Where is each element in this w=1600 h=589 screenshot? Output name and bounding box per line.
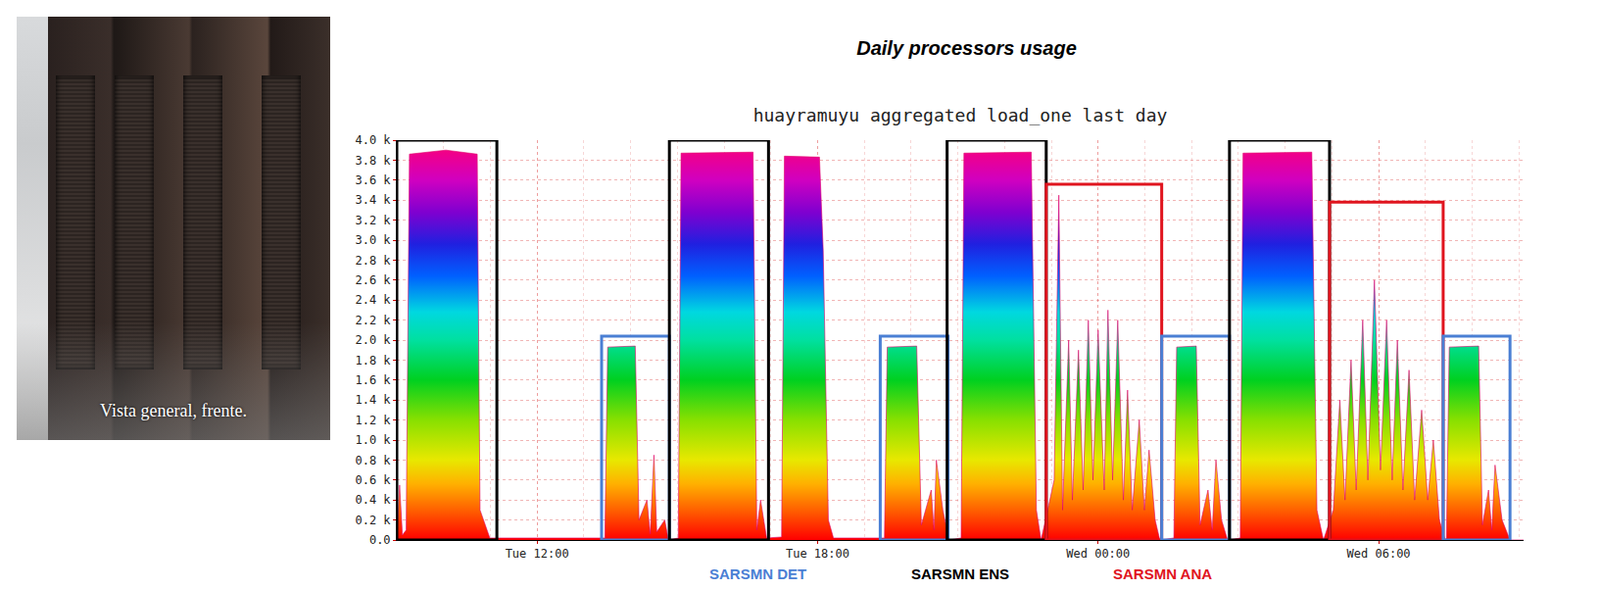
svg-text:0.8 k: 0.8 k bbox=[354, 453, 391, 468]
svg-text:huayramuyu aggregated load_one: huayramuyu aggregated load_one last day bbox=[753, 104, 1168, 126]
html-text:Daily processors usage: Daily processors usage bbox=[856, 37, 1077, 59]
svg-text:SARSMN ENS: SARSMN ENS bbox=[911, 565, 1010, 582]
svg-text:Wed 00:00: Wed 00:00 bbox=[1066, 546, 1130, 561]
svg-text:0.0: 0.0 bbox=[369, 533, 391, 547]
svg-text:2.0 k: 2.0 k bbox=[354, 333, 391, 347]
svg-text:1.0 k: 1.0 k bbox=[354, 433, 391, 447]
svg-text:4.0 k: 4.0 k bbox=[354, 133, 391, 147]
svg-text:SARSMN ANA: SARSMN ANA bbox=[1113, 565, 1213, 582]
svg-text:1.6 k: 1.6 k bbox=[354, 373, 391, 388]
svg-text:Tue 12:00: Tue 12:00 bbox=[505, 546, 570, 561]
svg-text:3.0 k: 3.0 k bbox=[354, 233, 391, 247]
svg-text:0.6 k: 0.6 k bbox=[354, 473, 391, 487]
svg-text:SARSMN DET: SARSMN DET bbox=[709, 565, 807, 582]
svg-text:3.2 k: 3.2 k bbox=[354, 213, 391, 228]
svg-text:Wed 06:00: Wed 06:00 bbox=[1347, 546, 1411, 561]
svg-text:1.8 k: 1.8 k bbox=[354, 353, 391, 368]
svg-text:2.6 k: 2.6 k bbox=[354, 273, 391, 288]
svg-text:1.4 k: 1.4 k bbox=[354, 392, 391, 407]
svg-text:2.8 k: 2.8 k bbox=[354, 253, 391, 268]
svg-text:0.4 k: 0.4 k bbox=[354, 492, 391, 507]
html-text:Vista general, frente.: Vista general, frente. bbox=[100, 400, 247, 421]
svg-text:2.2 k: 2.2 k bbox=[354, 313, 391, 328]
svg-text:1.2 k: 1.2 k bbox=[354, 413, 391, 428]
svg-text:3.4 k: 3.4 k bbox=[354, 193, 391, 207]
svg-text:3.8 k: 3.8 k bbox=[354, 153, 391, 168]
svg-text:3.6 k: 3.6 k bbox=[354, 173, 391, 188]
svg-text:Tue 18:00: Tue 18:00 bbox=[785, 546, 850, 561]
svg-text:2.4 k: 2.4 k bbox=[354, 292, 391, 307]
svg-text:0.2 k: 0.2 k bbox=[354, 513, 391, 528]
